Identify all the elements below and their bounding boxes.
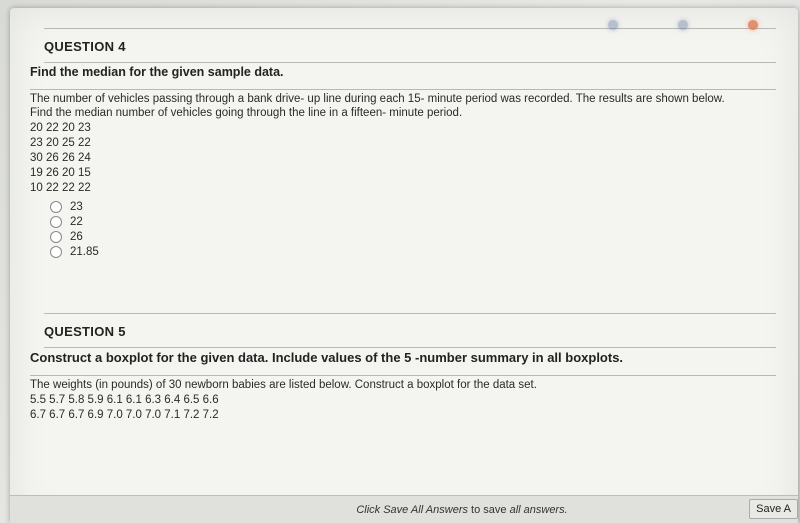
indicator-dot-active (748, 20, 758, 30)
indicator-dot (608, 20, 618, 30)
status-indicators (608, 20, 758, 30)
option-label: 23 (70, 201, 83, 213)
divider (44, 62, 776, 63)
indicator-dot (678, 20, 688, 30)
data-row: 6.7 6.7 6.7 6.9 7.0 7.0 7.0 7.1 7.2 7.2 (30, 408, 776, 423)
footer-text-part: to save (468, 504, 510, 516)
divider (44, 347, 776, 348)
data-row: 19 26 20 15 (30, 166, 776, 181)
body-line: The number of vehicles passing through a… (30, 93, 725, 105)
question-body: The number of vehicles passing through a… (30, 92, 776, 121)
divider (30, 375, 776, 376)
radio-icon[interactable] (50, 231, 62, 243)
option-row[interactable]: 21.85 (50, 246, 776, 258)
question-instruction: Construct a boxplot for the given data. … (30, 350, 776, 365)
question-4-block: QUESTION 4 Find the median for the given… (44, 39, 776, 258)
question-title: QUESTION 4 (44, 39, 776, 54)
radio-icon[interactable] (50, 201, 62, 213)
divider (30, 89, 776, 90)
radio-icon[interactable] (50, 216, 62, 228)
data-row: 23 20 25 22 (30, 136, 776, 151)
data-grid: 20 22 20 23 23 20 25 22 30 26 26 24 19 2… (30, 121, 776, 196)
data-row: 10 22 22 22 (30, 181, 776, 196)
footer-hint: Click Save All Answers to save all answe… (356, 504, 567, 516)
question-title: QUESTION 5 (44, 324, 776, 339)
option-label: 21.85 (70, 246, 99, 258)
question-instruction: Find the median for the given sample dat… (30, 65, 776, 79)
data-grid: 5.5 5.7 5.8 5.9 6.1 6.1 6.3 6.4 6.5 6.6 … (30, 393, 776, 423)
option-row[interactable]: 23 (50, 201, 776, 213)
body-line: The weights (in pounds) of 30 newborn ba… (30, 379, 537, 391)
answer-options: 23 22 26 21.85 (50, 201, 776, 258)
option-label: 22 (70, 216, 83, 228)
quiz-screen: QUESTION 4 Find the median for the given… (10, 8, 798, 523)
save-all-button[interactable]: Save A (749, 499, 798, 519)
option-label: 26 (70, 231, 83, 243)
data-row: 20 22 20 23 (30, 121, 776, 136)
option-row[interactable]: 22 (50, 216, 776, 228)
footer-text-part: all answers. (510, 504, 568, 516)
question-body: The weights (in pounds) of 30 newborn ba… (30, 378, 776, 392)
data-row: 5.5 5.7 5.8 5.9 6.1 6.1 6.3 6.4 6.5 6.6 (30, 393, 776, 408)
content-area: QUESTION 4 Find the median for the given… (10, 8, 798, 423)
data-row: 30 26 26 24 (30, 151, 776, 166)
body-line: Find the median number of vehicles going… (30, 107, 462, 119)
option-row[interactable]: 26 (50, 231, 776, 243)
radio-icon[interactable] (50, 246, 62, 258)
divider (44, 313, 776, 314)
footer-bar: Click Save All Answers to save all answe… (10, 495, 798, 523)
footer-text-part: Click Save All Answers (356, 504, 468, 516)
question-5-block: QUESTION 5 Construct a boxplot for the g… (44, 324, 776, 422)
